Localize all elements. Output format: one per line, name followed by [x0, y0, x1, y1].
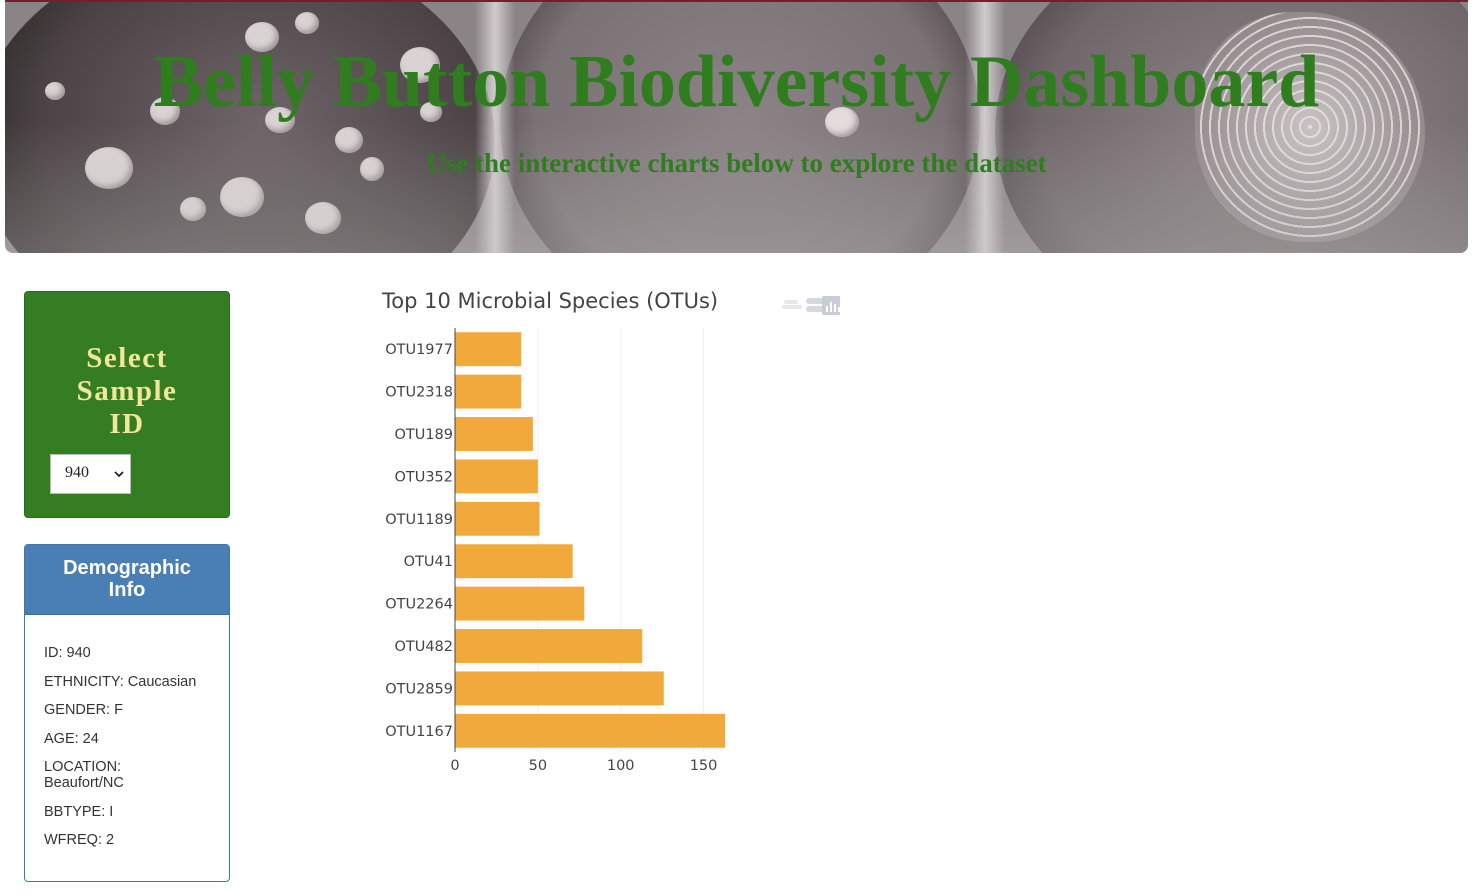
bar [455, 586, 585, 621]
bar [455, 332, 522, 367]
chart-plot-area: OTU1977 OTU2318 OTU189 OTU352 OTU1189 OTU41 OT… [385, 328, 726, 774]
colony-decoration [265, 107, 295, 133]
colony-decoration [400, 47, 440, 83]
colony-decoration [335, 127, 363, 153]
colony-decoration [180, 197, 206, 221]
y-tick-label: OTU1977 [385, 342, 453, 358]
bar [455, 374, 522, 409]
dropdown-selected-value: 940 [65, 464, 89, 481]
colony-decoration [220, 177, 264, 217]
demo-wfreq: WFREQ: 2 [44, 832, 115, 848]
colony-decoration [825, 107, 859, 137]
top-otu-bar-chart[interactable]: Top 10 Microbial Species (OTUs) OTU1977 O… [370, 280, 850, 780]
demo-gender: GENDER: F [44, 702, 123, 718]
y-tick-label: OTU1189 [385, 512, 453, 528]
bar [455, 713, 726, 748]
y-tick-label: OTU352 [394, 469, 453, 485]
demographic-panel-heading: Demographic Info [25, 545, 229, 615]
bar [455, 544, 573, 579]
colony-decoration [150, 97, 180, 125]
page-subtitle: Use the interactive charts below to expl… [426, 148, 1047, 178]
demo-ethnicity: ETHNICITY: Caucasian [44, 673, 197, 690]
x-tick-label: 150 [690, 758, 718, 774]
y-tick-label: OTU41 [404, 554, 453, 570]
banner-decoration [475, 2, 515, 253]
colony-decoration [305, 202, 341, 234]
banner-decoration [5, 122, 1468, 253]
plot-modebar[interactable] [780, 295, 840, 315]
banner-decoration [965, 2, 1005, 253]
page-title: Belly Button Biodiversity Dashboard [153, 41, 1320, 123]
colony-decoration [1195, 12, 1425, 242]
chevron-down-icon [114, 471, 124, 478]
x-tick-label: 100 [607, 758, 635, 774]
colony-decoration [85, 147, 133, 189]
demo-location: LOCATION: Beaufort/NC [44, 759, 124, 791]
colony-decoration [295, 12, 319, 34]
bar [455, 501, 540, 536]
bar [455, 629, 643, 663]
demo-id: ID: 940 [44, 645, 91, 661]
x-tick-label: 50 [529, 758, 547, 774]
demographic-info-panel: Demographic Info ID: 940 ETHNICITY: Cauc… [24, 544, 230, 882]
y-tick-label: OTU2859 [385, 681, 453, 697]
y-tick-label: OTU2318 [385, 385, 453, 401]
demo-age: AGE: 24 [44, 730, 99, 747]
colony-decoration [360, 157, 384, 181]
chart-title: Top 10 Microbial Species (OTUs) [382, 289, 719, 313]
x-tick-label: 0 [450, 758, 459, 774]
header-banner: Belly Button Biodiversity Dashboard Use … [5, 0, 1468, 253]
sample-select-panel: Select Sample ID 940 [24, 291, 230, 518]
sample-id-dropdown[interactable]: 940 [50, 454, 131, 494]
y-tick-label: OTU189 [394, 427, 453, 443]
demographic-info-list: ID: 940 ETHNICITY: Caucasian GENDER: F A… [25, 615, 229, 848]
hover-compare-icon[interactable] [782, 298, 826, 312]
y-tick-label: OTU1167 [385, 724, 453, 740]
bar [455, 671, 664, 706]
petri-dish-image [500, 2, 980, 253]
y-tick-label: OTU2264 [385, 597, 453, 613]
bar [455, 459, 538, 494]
colony-decoration [245, 22, 279, 52]
colony-decoration [420, 102, 442, 122]
colony-decoration [45, 82, 65, 100]
select-panel-heading: Select Sample ID [76, 342, 178, 440]
demo-bbtype: BBTYPE: I [44, 803, 114, 820]
y-tick-label: OTU482 [394, 639, 453, 655]
plotly-logo-icon[interactable] [822, 296, 840, 315]
bar [455, 417, 533, 451]
